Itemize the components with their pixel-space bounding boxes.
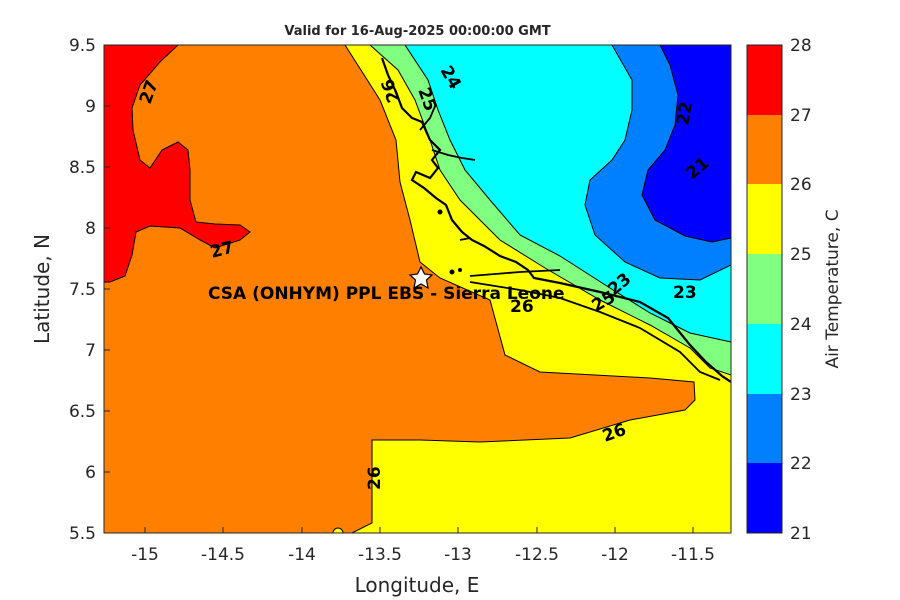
site-star-icon — [408, 265, 434, 290]
region-27 — [104, 45, 251, 283]
coastline-river — [419, 103, 561, 277]
colorbar-tick: 28 — [790, 36, 812, 56]
site-marker: CSA (ONHYM) PPL EBS - Sierra Leone — [208, 265, 565, 304]
y-axis: 9.5 9 8.5 8 7.5 7 6.5 6 5.5 Latitude, N — [30, 36, 110, 544]
colorbar-tick: 23 — [790, 385, 812, 405]
colorbar-tick: 24 — [790, 315, 812, 335]
colorbar: 28 27 26 25 24 23 22 21 Air Temperature,… — [746, 36, 843, 544]
x-axis: -15 -14.5 -14 -13.5 -13 -12.5 -12 -11.5 … — [131, 527, 715, 597]
x-tick-label: -11.5 — [671, 545, 715, 565]
colorbar-label: Air Temperature, C — [823, 209, 843, 368]
y-axis-label: Latitude, N — [30, 234, 54, 344]
colorbar-band-21-22 — [747, 463, 782, 533]
map-title: Valid for 16-Aug-2025 00:00:00 GMT — [284, 24, 551, 39]
y-tick-label: 7 — [85, 341, 96, 361]
colorbar-tick: 25 — [790, 245, 812, 265]
x-tick-label: -15 — [131, 545, 159, 565]
colorbar-tick: 26 — [790, 175, 812, 195]
colorbar-band-26-27 — [747, 115, 782, 184]
y-tick-label: 5.5 — [69, 524, 96, 544]
contour-label-22: 22 — [673, 100, 697, 127]
colorbar-tick: 22 — [790, 454, 812, 474]
y-tick-label: 9 — [85, 97, 96, 117]
x-tick-label: -13.5 — [358, 545, 402, 565]
x-tick-label: -13 — [444, 545, 472, 565]
y-tick-label: 7.5 — [69, 280, 96, 300]
contour-label-26b: 26 — [510, 297, 534, 317]
contour-label-26d: 26 — [365, 466, 385, 490]
island-1 — [437, 209, 443, 215]
contour-label-23: 23 — [673, 283, 697, 303]
x-tick-label: -12.5 — [515, 545, 559, 565]
colorbar-band-23-24 — [747, 324, 782, 394]
y-tick-label: 6.5 — [69, 402, 96, 422]
colorbar-frame — [746, 44, 783, 534]
y-tick-label: 8.5 — [69, 158, 96, 178]
y-tick-label: 6 — [85, 463, 96, 483]
region-21 — [641, 45, 731, 243]
colorbar-band-22-23 — [747, 394, 782, 463]
colorbar-band-24-25 — [747, 254, 782, 324]
colorbar-tick: 21 — [790, 524, 812, 544]
colorbar-tick: 27 — [790, 106, 812, 126]
y-tick-label: 9.5 — [69, 36, 96, 56]
coast-shelf — [469, 281, 721, 381]
x-tick-label: -14.5 — [201, 545, 245, 565]
site-label: CSA (ONHYM) PPL EBS - Sierra Leone — [208, 284, 565, 304]
colorbar-band-27-28 — [747, 45, 782, 115]
x-tick-label: -12 — [601, 545, 629, 565]
x-tick-label: -14 — [288, 545, 316, 565]
y-tick-label: 8 — [85, 219, 96, 239]
island-2 — [449, 269, 455, 275]
colorbar-band-25-26 — [747, 184, 782, 254]
x-axis-label: Longitude, E — [355, 573, 480, 597]
island-4 — [332, 527, 344, 533]
island-3 — [458, 268, 462, 272]
temperature-field — [104, 45, 731, 533]
